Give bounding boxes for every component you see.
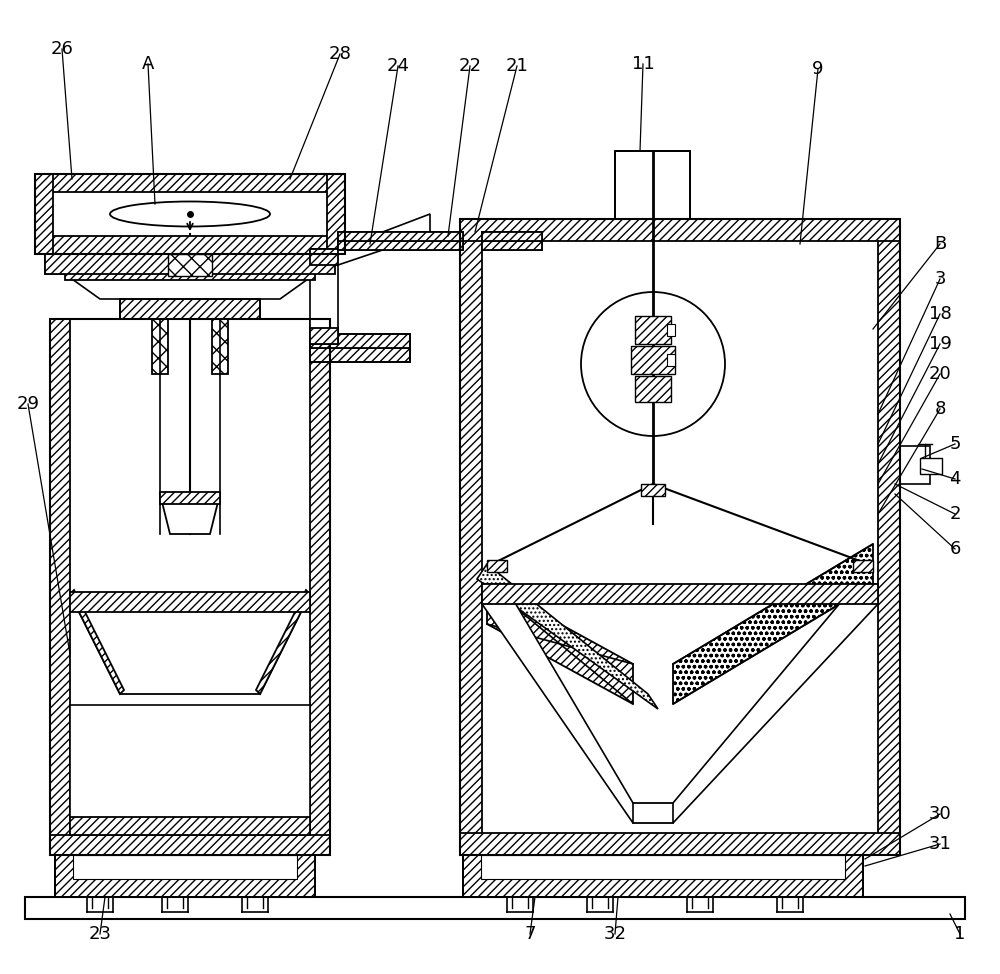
Polygon shape: [65, 274, 315, 299]
Text: 9: 9: [812, 60, 824, 78]
Bar: [70, 592, 310, 612]
Text: 28: 28: [329, 45, 351, 63]
Text: 8: 8: [934, 400, 946, 418]
Bar: [631, 346, 675, 374]
Bar: [460, 833, 900, 855]
Bar: [482, 241, 542, 250]
Bar: [310, 249, 338, 265]
Bar: [635, 376, 671, 402]
Polygon shape: [673, 544, 873, 704]
Polygon shape: [160, 494, 220, 534]
Bar: [152, 319, 168, 374]
Bar: [35, 174, 345, 254]
Text: 22: 22: [458, 57, 482, 75]
Bar: [482, 232, 542, 241]
Bar: [310, 348, 410, 362]
Bar: [35, 236, 345, 254]
Text: 11: 11: [632, 55, 654, 73]
Bar: [35, 174, 53, 254]
Bar: [878, 219, 900, 855]
Bar: [120, 299, 260, 319]
Bar: [615, 151, 690, 219]
Text: 31: 31: [929, 835, 951, 853]
Text: 19: 19: [929, 335, 951, 353]
Text: 23: 23: [88, 925, 112, 943]
Text: 30: 30: [929, 805, 951, 823]
Bar: [120, 299, 260, 319]
Bar: [482, 232, 542, 250]
Bar: [310, 319, 330, 855]
Bar: [900, 446, 930, 484]
Bar: [482, 584, 878, 604]
Text: 21: 21: [506, 57, 528, 75]
Bar: [635, 316, 671, 344]
Text: B: B: [934, 235, 946, 253]
Ellipse shape: [110, 202, 270, 227]
Bar: [338, 232, 463, 250]
Bar: [160, 492, 220, 504]
Polygon shape: [256, 590, 310, 694]
Bar: [212, 319, 228, 374]
Text: 1: 1: [954, 925, 966, 943]
Bar: [25, 897, 965, 919]
Bar: [73, 855, 297, 879]
Text: 3: 3: [934, 270, 946, 288]
Text: 20: 20: [929, 365, 951, 383]
Bar: [50, 835, 330, 855]
Bar: [55, 855, 315, 897]
Text: 7: 7: [524, 925, 536, 943]
Text: 18: 18: [929, 305, 951, 323]
Bar: [65, 268, 315, 280]
Bar: [460, 219, 900, 241]
Bar: [615, 151, 690, 219]
Bar: [338, 232, 463, 241]
Bar: [463, 855, 863, 897]
Bar: [338, 241, 463, 250]
Bar: [327, 174, 345, 254]
Polygon shape: [487, 584, 633, 704]
Text: 6: 6: [949, 540, 961, 558]
Polygon shape: [310, 214, 430, 265]
Polygon shape: [45, 254, 335, 274]
Bar: [310, 249, 338, 344]
Bar: [460, 219, 900, 855]
Text: 2: 2: [949, 505, 961, 523]
Text: 29: 29: [16, 395, 40, 413]
Bar: [70, 817, 310, 835]
Bar: [460, 219, 482, 855]
Bar: [50, 319, 330, 855]
Bar: [55, 855, 315, 897]
Bar: [853, 560, 873, 572]
Text: 5: 5: [949, 435, 961, 453]
Bar: [50, 319, 70, 855]
Polygon shape: [70, 594, 310, 694]
Polygon shape: [70, 590, 124, 694]
Polygon shape: [477, 564, 658, 709]
Text: A: A: [142, 55, 154, 73]
Bar: [641, 484, 665, 496]
Text: 4: 4: [949, 470, 961, 488]
Bar: [310, 334, 410, 362]
Bar: [310, 334, 410, 348]
Bar: [35, 174, 345, 192]
Text: 24: 24: [386, 57, 410, 75]
Text: 26: 26: [51, 40, 73, 58]
Bar: [667, 354, 675, 366]
Bar: [168, 254, 212, 276]
Polygon shape: [482, 584, 633, 823]
Bar: [70, 705, 310, 835]
Text: 32: 32: [604, 925, 626, 943]
Bar: [45, 254, 335, 274]
Bar: [481, 855, 845, 879]
Bar: [667, 324, 675, 336]
Bar: [920, 458, 942, 474]
Polygon shape: [673, 584, 878, 823]
Bar: [487, 560, 507, 572]
Bar: [310, 328, 338, 344]
Bar: [463, 855, 863, 897]
